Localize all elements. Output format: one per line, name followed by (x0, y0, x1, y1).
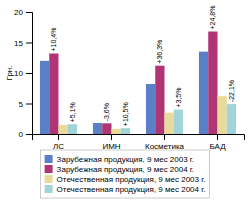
legend: Зарубежная продукция, 9 мес 2003 г.Заруб… (41, 150, 210, 198)
legend-label: Отечественная продукция, 9 мес 2004 г. (57, 185, 206, 194)
legend-swatch (45, 185, 53, 193)
chart: 0 5 10 15 20 ЛС ИМН Косметика БАД +10,4% +5,1% -3,6… (0, 0, 250, 200)
legend-item: Зарубежная продукция, 9 мес 2004 г. (45, 165, 194, 174)
y-tick-label: 10 (14, 69, 23, 78)
x-axis: ЛС ИМН Косметика БАД (33, 134, 245, 151)
bars (40, 32, 236, 134)
x-tick: БАД (209, 134, 226, 151)
bar (199, 52, 208, 134)
y-tick-label: 0 (19, 130, 24, 139)
x-axis-line (33, 135, 245, 141)
annotations: +10,4% +5,1% -3,6% +10,5% +36,3% +3,5% +24,8% -… (50, 6, 235, 127)
bar (227, 104, 236, 134)
annotation: +5,1% (69, 102, 76, 122)
legend-item: Зарубежная продукция, 9 мес 2003 г. (45, 155, 194, 164)
legend-label: Зарубежная продукция, 9 мес 2004 г. (57, 165, 194, 174)
x-tick-label: БАД (209, 142, 226, 151)
annotation: -22,1% (228, 80, 235, 102)
legend-swatch (45, 175, 53, 183)
annotation: +10,4% (50, 28, 57, 52)
y-tick-mark (26, 134, 32, 135)
y-tick-label: 15 (14, 39, 23, 48)
y-axis: 0 5 10 15 20 (14, 8, 32, 139)
annotation: +24,8% (209, 6, 216, 30)
bar (121, 128, 130, 134)
y-tick: 5 (19, 100, 32, 109)
y-axis-line (26, 13, 33, 135)
x-tick-label: ИМН (102, 142, 120, 151)
legend-label: Отечественная продукция, 9 мес 2003 г. (57, 175, 206, 184)
y-tick: 10 (14, 69, 32, 78)
x-tick-mark (164, 134, 165, 140)
x-tick-mark (217, 134, 218, 140)
x-tick-mark (111, 134, 112, 140)
annotation: +36,3% (156, 40, 163, 64)
bar (218, 96, 227, 134)
bar (102, 123, 111, 134)
legend-swatch (45, 155, 53, 163)
y-tick-label: 5 (19, 100, 24, 109)
y-tick-mark (26, 73, 32, 74)
bar (146, 84, 155, 134)
bar (174, 110, 183, 134)
y-tick: 0 (19, 130, 32, 139)
y-tick: 20 (14, 8, 32, 17)
bar (49, 53, 58, 134)
bar (155, 66, 164, 134)
annotation: +3,5% (175, 88, 182, 108)
x-tick-mark (58, 134, 59, 140)
plot: 0 5 10 15 20 ЛС ИМН Косметика БАД +10,4% +5,1% -3,6… (14, 6, 244, 151)
annotation: +10,5% (122, 102, 129, 126)
bar (40, 61, 49, 134)
y-tick-mark (26, 104, 32, 105)
bar-series (40, 52, 208, 134)
x-tick: ИМН (102, 134, 120, 151)
y-tick-mark (26, 43, 32, 44)
bar-series (68, 104, 236, 134)
x-tick: ЛС (53, 134, 64, 151)
bar (68, 124, 77, 134)
legend-item: Отечественная продукция, 9 мес 2003 г. (45, 175, 206, 184)
y-tick: 15 (14, 39, 32, 48)
bar (165, 113, 174, 134)
annotation: -3,6% (103, 103, 110, 121)
x-tick: Косметика (145, 134, 185, 151)
bar (93, 123, 102, 134)
bar-series (49, 32, 217, 134)
bar (112, 129, 121, 134)
bar (59, 125, 68, 134)
y-tick-label: 20 (14, 8, 23, 17)
legend-item: Отечественная продукция, 9 мес 2004 г. (45, 185, 206, 194)
x-tick-label: Косметика (145, 142, 185, 151)
legend-swatch (45, 165, 53, 173)
bar-series (59, 96, 227, 134)
legend-box (41, 150, 210, 198)
legend-label: Зарубежная продукция, 9 мес 2003 г. (57, 155, 194, 164)
x-tick-label: ЛС (53, 142, 64, 151)
y-tick-mark (26, 12, 32, 13)
bar (208, 32, 217, 134)
y-axis-title: Грн. (5, 66, 14, 81)
